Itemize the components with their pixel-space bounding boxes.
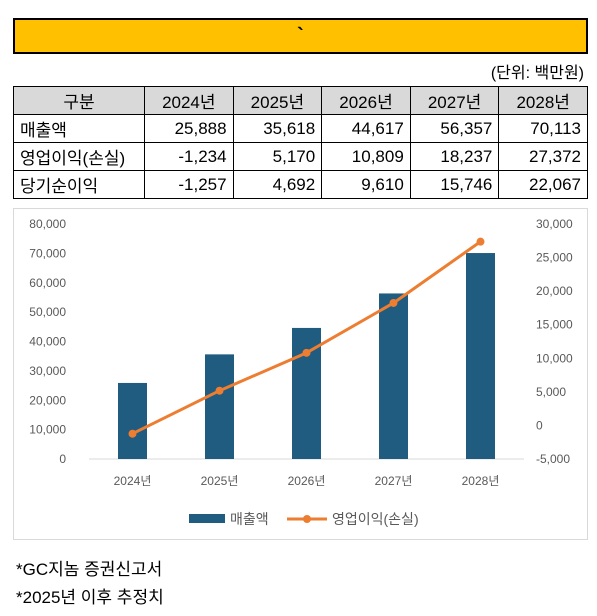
y-left-tick-label: 0	[59, 452, 66, 466]
combo-chart: 0 10,000 20,000 30,000 40,000 50,000 60,000 70,…	[29, 217, 573, 527]
table-cell: 35,618	[232, 114, 323, 143]
table-cell: 56,357	[409, 114, 500, 143]
bar-2	[205, 354, 234, 459]
y-right-tick-label: 25,000	[536, 251, 573, 265]
title-bar: `	[13, 18, 588, 54]
line-point-1	[128, 429, 137, 438]
bar-4	[379, 293, 408, 459]
legend-bar-swatch	[189, 514, 225, 523]
bar-1	[118, 382, 147, 459]
table-header-row: 구분 2024년 2025년 2026년 2027년 2028년	[13, 86, 588, 115]
table-cell: 5,170	[232, 142, 323, 171]
row-label: 영업이익(손실)	[13, 142, 145, 171]
x-tick-label: 2028년	[462, 474, 500, 488]
footnote-source: *GC지놈 증권신고서	[16, 560, 163, 579]
header-cell: 2024년	[144, 86, 234, 115]
y-right-tick-label: 30,000	[536, 217, 573, 231]
table-row: 영업이익(손실) -1,234 5,170 10,809 18,237 27,3…	[13, 142, 588, 171]
row-label: 당기순이익	[13, 170, 145, 199]
table-cell: 44,617	[321, 114, 411, 143]
legend-line-label: 영업이익(손실)	[332, 511, 419, 527]
y-right-tick-label: 15,000	[536, 318, 573, 332]
footnotes: *GC지놈 증권신고서 *2025년 이후 추정치	[16, 556, 164, 612]
table-row: 매출액 25,888 35,618 44,617 56,357 70,113	[13, 114, 588, 143]
y-right-tick-label: 20,000	[536, 284, 573, 298]
table-row: 당기순이익 -1,257 4,692 9,610 15,746 22,067	[13, 170, 588, 199]
footnote-estimate: *2025년 이후 추정치	[16, 588, 164, 607]
line-point-2	[215, 386, 224, 395]
legend-bar-label: 매출액	[230, 511, 269, 527]
y-left-tick-label: 10,000	[29, 423, 66, 437]
y-left-tick-label: 80,000	[29, 217, 66, 231]
table-cell: 15,746	[409, 170, 500, 199]
table-cell: 70,113	[498, 114, 588, 143]
header-cell: 2026년	[321, 86, 411, 115]
page-title: `	[297, 24, 304, 47]
table-cell: 27,372	[498, 142, 588, 171]
chart-frame: 0 10,000 20,000 30,000 40,000 50,000 60,000 70,…	[13, 208, 588, 540]
table-cell: 10,809	[321, 142, 411, 171]
x-tick-label: 2027년	[375, 474, 413, 488]
unit-label: (단위: 백만원)	[490, 65, 584, 82]
header-cell: 2025년	[232, 86, 323, 115]
x-tick-label: 2024년	[114, 474, 152, 488]
y-right-tick-label: 0	[536, 418, 543, 432]
legend-line-marker	[303, 515, 311, 523]
financial-table: 구분 2024년 2025년 2026년 2027년 2028년 매출액 25,…	[13, 86, 588, 199]
header-cell: 2028년	[498, 86, 588, 115]
y-left-tick-label: 30,000	[29, 364, 66, 378]
y-right-tick-label: 5,000	[536, 385, 566, 399]
line-point-3	[302, 348, 311, 357]
row-label: 매출액	[13, 114, 145, 143]
y-left-tick-label: 40,000	[29, 335, 66, 349]
x-tick-label: 2026년	[288, 474, 326, 488]
table-cell: 4,692	[232, 170, 323, 199]
table-cell: -1,234	[144, 142, 234, 171]
y-left-tick-label: 20,000	[29, 393, 66, 407]
line-point-4	[389, 298, 398, 307]
y-left-tick-label: 70,000	[29, 246, 66, 260]
bar-5	[466, 253, 495, 459]
table-cell: 25,888	[144, 114, 234, 143]
y-left-tick-label: 50,000	[29, 305, 66, 319]
table-cell: 18,237	[409, 142, 500, 171]
x-tick-label: 2025년	[201, 474, 239, 488]
table-cell: 9,610	[321, 170, 411, 199]
header-cell: 2027년	[409, 86, 500, 115]
table-cell: 22,067	[498, 170, 588, 199]
y-right-tick-label: -5,000	[536, 452, 570, 466]
y-right-tick-label: 10,000	[536, 351, 573, 365]
y-left-tick-label: 60,000	[29, 276, 66, 290]
table-cell: -1,257	[144, 170, 234, 199]
line-point-5	[476, 237, 485, 246]
header-cell: 구분	[13, 86, 145, 115]
